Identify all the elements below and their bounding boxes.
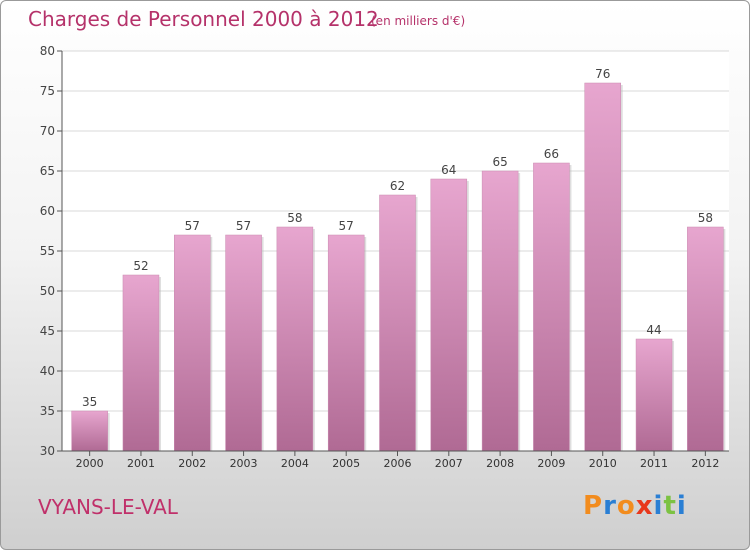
data-label: 62 — [390, 179, 405, 193]
data-label: 66 — [544, 147, 559, 161]
x-tick-label: 2010 — [589, 457, 617, 470]
y-tick-label: 45 — [40, 324, 55, 338]
x-axis: 2000 2001 2002 2003 2004 2005 2006 2007 2008 2009… — [62, 450, 729, 470]
y-tick-label: 75 — [40, 84, 55, 98]
bar-2003 — [225, 234, 262, 452]
bar-2008 — [481, 170, 519, 452]
x-tick-label: 2001 — [127, 457, 155, 470]
x-tick-label: 2006 — [384, 457, 412, 470]
x-tick-label: 2003 — [230, 457, 258, 470]
bar-2004 — [276, 226, 314, 452]
logo-letter: x — [635, 491, 654, 521]
chart-title: Charges de Personnel 2000 à 2012 — [28, 7, 379, 31]
bar-chart: 30 35 40 45 50 55 60 65 70 75 80 35 52 57 57 58 57 62 64 6… — [40, 44, 729, 470]
bar-2010 — [584, 82, 621, 452]
y-tick-label: 60 — [40, 204, 55, 218]
data-label: 65 — [492, 155, 507, 169]
logo-letter: o — [616, 491, 636, 521]
bar-2012 — [687, 226, 724, 452]
logo-letter: i — [653, 491, 664, 521]
logo-letter: t — [663, 491, 677, 521]
bar-2007 — [430, 178, 468, 452]
data-label: 57 — [185, 219, 200, 233]
y-tick-label: 50 — [40, 284, 55, 298]
data-label: 64 — [441, 163, 456, 177]
x-tick-label: 2008 — [486, 457, 514, 470]
bar-2006 — [379, 194, 416, 452]
bars: 35 52 57 57 58 57 62 64 65 66 76 44 58 — [71, 67, 726, 452]
logo-letter: P — [583, 491, 604, 521]
bar-2009 — [533, 162, 570, 452]
commune-name: VYANS-LE-VAL — [38, 495, 178, 519]
bar-2000 — [71, 410, 108, 452]
y-tick-label: 30 — [40, 444, 55, 458]
data-label: 44 — [646, 323, 661, 337]
data-label: 57 — [339, 219, 354, 233]
data-label: 35 — [82, 395, 97, 409]
data-label: 58 — [698, 211, 713, 225]
y-tick-label: 40 — [40, 364, 55, 378]
bar-2005 — [327, 234, 365, 452]
x-tick-label: 2007 — [435, 457, 463, 470]
data-label: 57 — [236, 219, 251, 233]
bar-2001 — [122, 274, 160, 452]
x-tick-label: 2009 — [537, 457, 565, 470]
y-tick-label: 70 — [40, 124, 55, 138]
x-tick-label: 2012 — [691, 457, 719, 470]
y-axis: 30 35 40 45 50 55 60 65 70 75 80 — [40, 44, 63, 458]
y-tick-label: 80 — [40, 44, 55, 58]
y-tick-label: 65 — [40, 164, 55, 178]
proxiti-logo[interactable]: Proxiti — [583, 491, 687, 521]
x-tick-label: 2004 — [281, 457, 309, 470]
x-tick-label: 2002 — [178, 457, 206, 470]
y-tick-label: 35 — [40, 404, 55, 418]
chart-subtitle: (en milliers d'€) — [371, 14, 466, 28]
data-label: 76 — [595, 67, 610, 81]
x-tick-label: 2011 — [640, 457, 668, 470]
bar-2002 — [174, 234, 211, 452]
logo-letter: i — [676, 491, 687, 521]
y-tick-label: 55 — [40, 244, 55, 258]
data-label: 58 — [287, 211, 302, 225]
data-label: 52 — [133, 259, 148, 273]
x-tick-label: 2005 — [332, 457, 360, 470]
bar-2011 — [635, 338, 673, 452]
logo-letter: r — [603, 491, 617, 521]
x-tick-label: 2000 — [76, 457, 104, 470]
